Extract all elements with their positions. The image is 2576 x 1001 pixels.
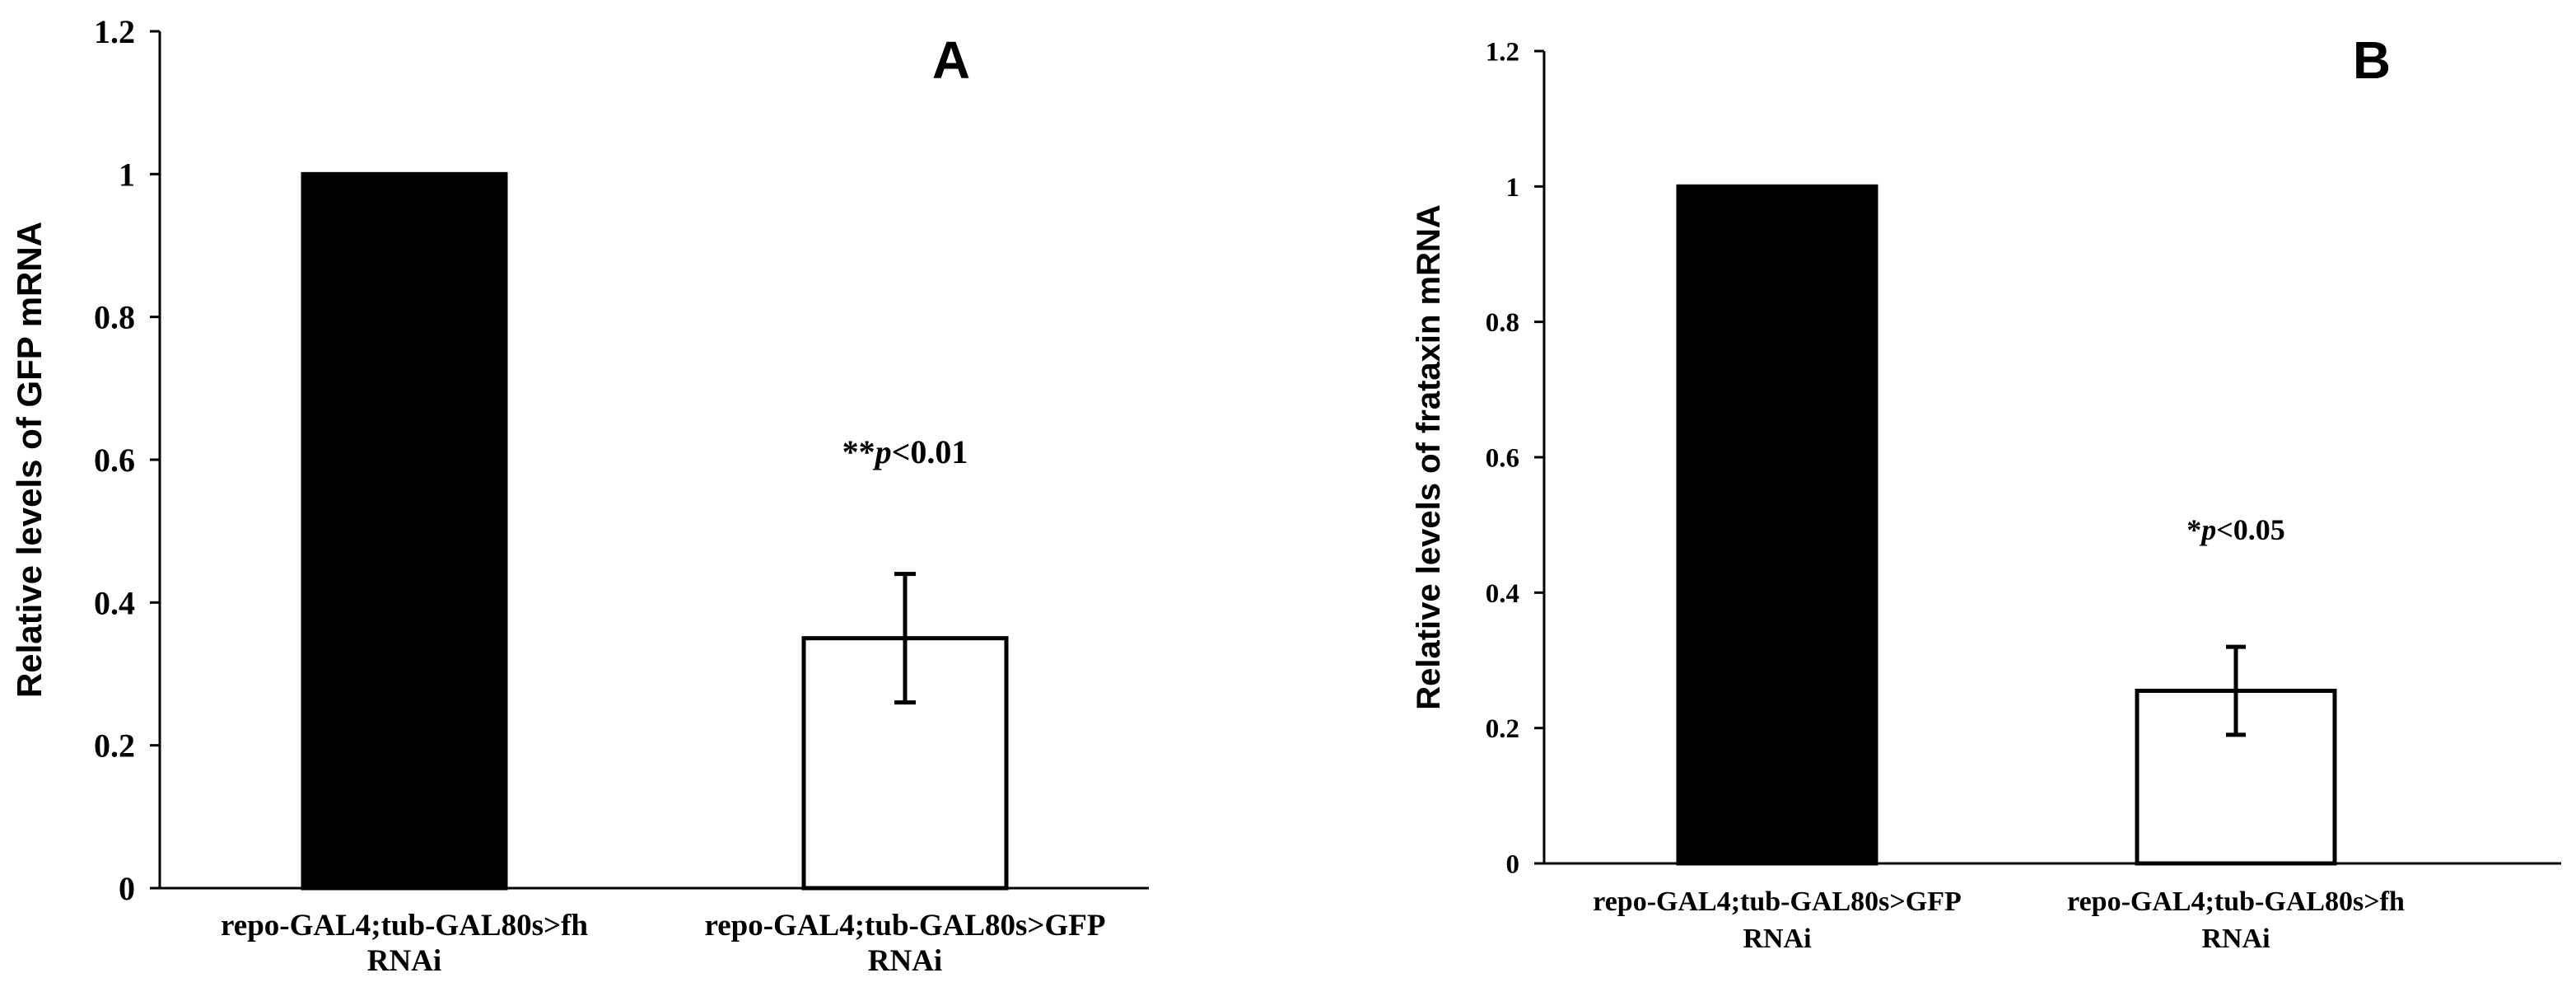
y-tick-label: 0.6 [94, 442, 135, 479]
significance-annotation: *p<0.05 [2186, 513, 2285, 546]
y-tick-label: 0 [1506, 850, 1520, 880]
x-tick-label: RNAi [2201, 924, 2270, 954]
significance-annotation: **p<0.01 [842, 433, 968, 470]
y-tick-label: 1 [1506, 173, 1520, 203]
x-tick-label: repo-GAL4;tub-GAL80s>fh [2067, 886, 2405, 917]
y-tick-label: 1.2 [1486, 38, 1519, 68]
y-axis-label: Relative levels of GFP mRNA [10, 222, 49, 698]
bar-1 [301, 171, 508, 891]
y-tick-label: 0.8 [94, 299, 135, 336]
y-tick-label: 0 [119, 870, 135, 907]
y-tick-label: 0.6 [1486, 444, 1519, 474]
y-tick-label: 0.4 [1486, 579, 1519, 609]
y-axis-label: Relative levels of frataxin mRNA [1411, 204, 1447, 710]
x-tick-label: repo-GAL4;tub-GAL80s>GFP [704, 909, 1105, 943]
panel-label: B [2353, 30, 2391, 90]
y-tick-label: 1.2 [94, 13, 135, 50]
panel-label: A [932, 30, 970, 90]
y-tick-label: 0.2 [1486, 714, 1519, 744]
y-tick-label: 0.4 [94, 584, 135, 621]
y-tick-label: 1 [119, 156, 135, 193]
x-tick-label: RNAi [1743, 924, 1811, 954]
x-tick-label: repo-GAL4;tub-GAL80s>fh [221, 909, 588, 943]
x-tick-label: repo-GAL4;tub-GAL80s>GFP [1593, 886, 1962, 917]
y-tick-label: 0.8 [1486, 308, 1519, 338]
bar-1 [1676, 184, 1878, 866]
y-tick-label: 0.2 [94, 727, 135, 765]
x-tick-label: RNAi [868, 944, 942, 978]
x-tick-label: RNAi [367, 944, 441, 978]
chart-b: 0 0.2 0.4 0.6 0.8 1 1.2 Relative levels of frat… [1411, 30, 2561, 954]
chart-a: 0 0.2 0.4 0.6 0.8 1 1.2 Relative levels of GFP … [10, 13, 1149, 978]
